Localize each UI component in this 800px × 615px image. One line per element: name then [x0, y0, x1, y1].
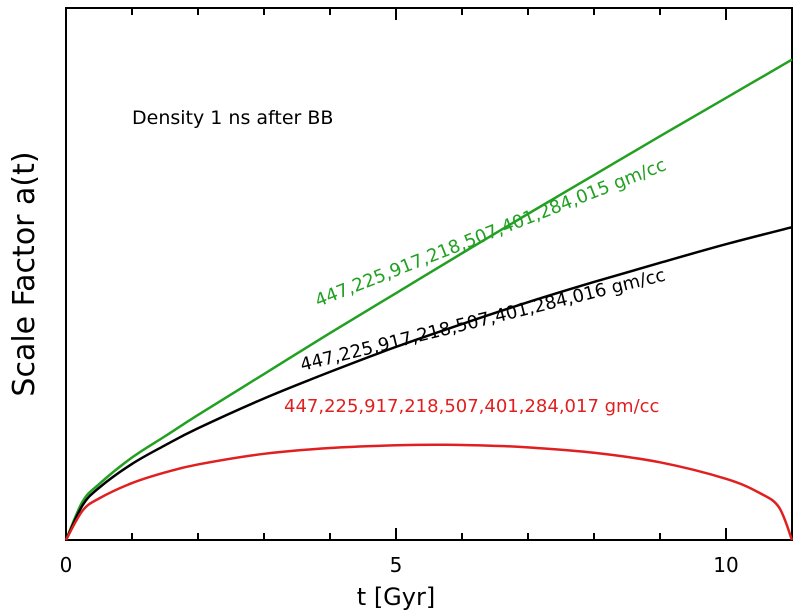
x-axis-ticks [65, 8, 793, 540]
series-line-1 [64, 225, 793, 541]
y-axis-title: Scale Factor a(t) [7, 151, 42, 396]
plot-frame [65, 7, 793, 541]
x-axis-tick-labels: 0 5 10 [60, 553, 739, 577]
density-annotation: Density 1 ns after BB [132, 107, 333, 129]
x-axis-title: t [Gyr] [357, 583, 435, 611]
series-line-0 [64, 58, 793, 541]
x-tick-label: 0 [60, 553, 73, 577]
series-line-2 [64, 443, 794, 541]
x-tick-label: 10 [713, 553, 738, 577]
x-tick-label: 5 [390, 553, 403, 577]
series-lines [64, 58, 794, 541]
series-label-red: 447,225,917,218,507,401,284,017 gm/cc [284, 396, 659, 417]
